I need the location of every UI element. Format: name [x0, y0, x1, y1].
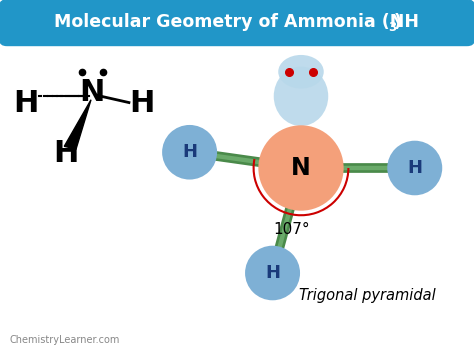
Ellipse shape: [387, 141, 442, 195]
FancyBboxPatch shape: [0, 0, 474, 46]
Text: H: H: [182, 143, 197, 161]
Text: N: N: [291, 156, 311, 180]
Text: 3: 3: [388, 21, 396, 34]
Text: H: H: [129, 89, 155, 118]
Text: Molecular Geometry of Ammonia (NH: Molecular Geometry of Ammonia (NH: [55, 13, 419, 32]
Ellipse shape: [245, 246, 300, 300]
Text: N: N: [80, 78, 105, 107]
Text: H: H: [407, 159, 422, 177]
Text: Trigonal pyramidal: Trigonal pyramidal: [299, 288, 436, 303]
Text: 107°: 107°: [273, 222, 310, 237]
Polygon shape: [64, 100, 91, 149]
Text: H: H: [13, 89, 39, 118]
Text: H: H: [265, 264, 280, 282]
Ellipse shape: [258, 125, 344, 211]
Circle shape: [278, 55, 324, 89]
Ellipse shape: [274, 66, 328, 126]
Ellipse shape: [162, 125, 217, 180]
Text: H: H: [54, 140, 79, 168]
Text: ): ): [394, 13, 402, 32]
Text: ChemistryLearner.com: ChemistryLearner.com: [9, 335, 120, 345]
